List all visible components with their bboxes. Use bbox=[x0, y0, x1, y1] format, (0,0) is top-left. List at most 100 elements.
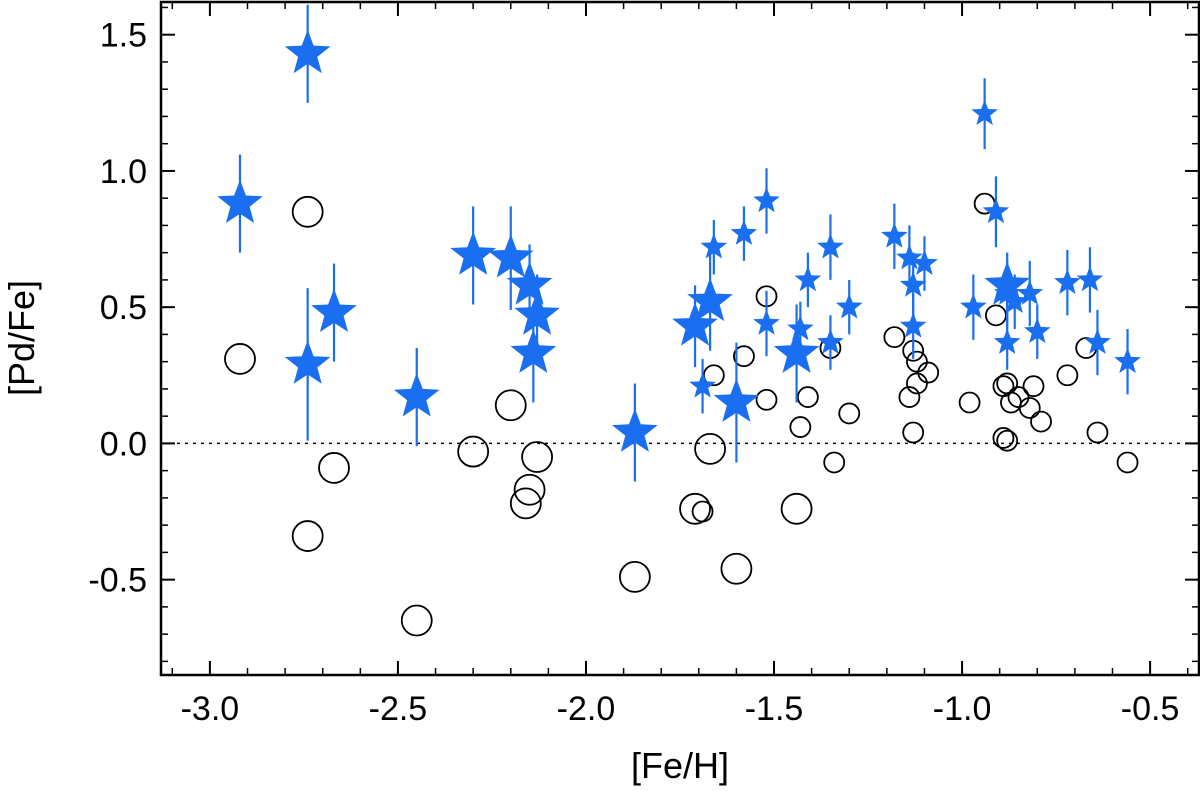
x-axis-title: [Fe/H] bbox=[631, 745, 729, 786]
y-tick-label: 1.5 bbox=[100, 17, 147, 55]
circle-point bbox=[702, 364, 725, 387]
star-point bbox=[700, 233, 728, 259]
star-point bbox=[514, 291, 560, 335]
star-point bbox=[753, 186, 780, 213]
star-point bbox=[487, 234, 534, 278]
circle-point bbox=[796, 386, 819, 408]
x-tick-label: -2.0 bbox=[557, 690, 616, 728]
star-point bbox=[881, 222, 908, 248]
star-point bbox=[1001, 287, 1028, 313]
plot-frame bbox=[159, 0, 1200, 677]
circle-point bbox=[755, 388, 778, 411]
circle-point bbox=[513, 473, 546, 506]
star-point bbox=[896, 244, 923, 270]
circle-point bbox=[733, 345, 755, 368]
star-point bbox=[960, 293, 987, 319]
circle-point bbox=[917, 361, 940, 384]
circle-point bbox=[291, 520, 324, 552]
circle-point bbox=[494, 389, 527, 422]
star-point bbox=[689, 372, 716, 398]
x-tick-label: -1.5 bbox=[745, 690, 804, 728]
circle-point bbox=[400, 604, 433, 637]
star-point bbox=[817, 328, 844, 354]
y-axis-title: [Pd/Fe] bbox=[1, 280, 42, 396]
circle-point bbox=[1056, 364, 1079, 387]
star-point bbox=[393, 373, 440, 417]
star-point bbox=[450, 231, 496, 275]
y-tick-label: -0.5 bbox=[88, 562, 147, 600]
circle-point bbox=[521, 441, 553, 473]
circle-point bbox=[457, 435, 490, 468]
circle-point bbox=[1022, 375, 1045, 398]
circle-point bbox=[1018, 397, 1041, 419]
circle-point bbox=[1116, 451, 1139, 474]
circle-point bbox=[985, 304, 1007, 327]
star-point bbox=[1076, 265, 1104, 292]
circle-point bbox=[1007, 386, 1030, 408]
circle-point bbox=[291, 195, 324, 228]
circle-point bbox=[618, 561, 651, 593]
circle-point bbox=[720, 552, 753, 585]
star-point bbox=[510, 329, 557, 373]
star-point bbox=[506, 261, 553, 305]
star-point bbox=[1084, 328, 1111, 354]
star-point bbox=[1024, 317, 1051, 343]
circle-point bbox=[789, 416, 812, 438]
x-tick-label: -2.5 bbox=[369, 690, 428, 728]
star-point bbox=[612, 408, 658, 452]
circle-point bbox=[694, 432, 726, 465]
circle-point bbox=[906, 350, 928, 373]
circle-point bbox=[1030, 410, 1052, 433]
star-point bbox=[1016, 279, 1044, 305]
star-series bbox=[217, 4, 1141, 482]
circle-point bbox=[958, 391, 981, 414]
star-point bbox=[217, 179, 263, 223]
circle-point bbox=[1086, 421, 1109, 444]
star-point bbox=[817, 233, 844, 259]
star-point bbox=[311, 288, 357, 332]
circle-point bbox=[780, 492, 813, 525]
star-point bbox=[284, 29, 331, 74]
circle-point bbox=[996, 429, 1019, 452]
circle-point bbox=[902, 421, 925, 444]
star-point bbox=[899, 271, 927, 297]
circle-point bbox=[898, 386, 921, 408]
circle-point bbox=[906, 372, 928, 395]
circle-point bbox=[992, 427, 1015, 449]
x-tick-label: -3.0 bbox=[181, 690, 240, 728]
star-point bbox=[971, 99, 998, 125]
star-point bbox=[993, 328, 1021, 354]
circle-point bbox=[224, 343, 256, 375]
star-point bbox=[911, 249, 938, 275]
circle-point bbox=[318, 452, 350, 484]
circle-point bbox=[679, 492, 711, 525]
star-point bbox=[982, 197, 1010, 224]
circle-point bbox=[883, 326, 906, 349]
circle-point bbox=[838, 402, 861, 425]
circle-series bbox=[224, 192, 1139, 637]
y-tick-label: 0.5 bbox=[100, 289, 147, 327]
star-point bbox=[794, 265, 822, 292]
star-point bbox=[787, 315, 814, 341]
y-tick-label: 0.0 bbox=[100, 425, 147, 463]
star-point bbox=[687, 277, 733, 322]
star-point bbox=[835, 293, 863, 319]
star-point bbox=[1054, 268, 1081, 294]
y-tick-label: 1.0 bbox=[100, 153, 147, 191]
star-point bbox=[713, 378, 760, 422]
axes: -3.0 -2.5 -2.0 -1.5 -1.0 -0.5 1.5 1.0 0.5 0.0 -0.5 bbox=[88, 0, 1200, 728]
star-point bbox=[730, 219, 758, 245]
circle-point bbox=[823, 451, 846, 474]
star-point bbox=[753, 309, 780, 335]
circle-point bbox=[691, 500, 714, 523]
x-tick-label: -0.5 bbox=[1121, 690, 1180, 728]
star-point bbox=[899, 312, 927, 338]
star-point bbox=[993, 279, 1021, 305]
circle-point bbox=[509, 487, 542, 520]
x-tick-label: -1.0 bbox=[933, 690, 992, 728]
star-point bbox=[672, 302, 718, 346]
star-point bbox=[1114, 347, 1141, 373]
star-point bbox=[284, 340, 331, 384]
star-point bbox=[773, 329, 820, 373]
